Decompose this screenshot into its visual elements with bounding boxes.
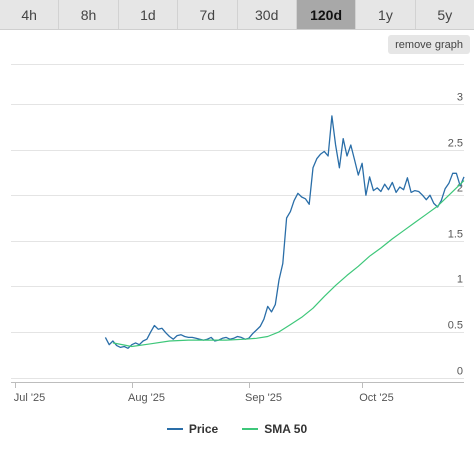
y-tick-label: 1.5 bbox=[448, 229, 463, 241]
legend-label-price: Price bbox=[188, 422, 219, 436]
y-tick-label: 1 bbox=[457, 274, 463, 286]
tab-4h[interactable]: 4h bbox=[0, 0, 60, 29]
remove-graph-button[interactable]: remove graph bbox=[388, 35, 470, 54]
x-tick-label: Oct '25 bbox=[359, 392, 394, 404]
sma-50-line bbox=[112, 180, 465, 348]
legend-item-sma[interactable]: SMA 50 bbox=[242, 422, 307, 436]
tab-8h[interactable]: 8h bbox=[59, 0, 119, 29]
tab-7d[interactable]: 7d bbox=[178, 0, 238, 29]
tab-1d[interactable]: 1d bbox=[119, 0, 179, 29]
x-tick-label: Aug '25 bbox=[128, 392, 165, 404]
price-line bbox=[104, 115, 465, 349]
y-tick-label: 3 bbox=[457, 92, 463, 104]
legend-swatch-sma bbox=[242, 428, 259, 430]
tab-30d[interactable]: 30d bbox=[238, 0, 297, 29]
tab-5y[interactable]: 5y bbox=[437, 6, 453, 23]
x-tick-label: Sep '25 bbox=[245, 392, 282, 404]
grid bbox=[11, 64, 464, 379]
y-tick-label: 0 bbox=[457, 366, 463, 378]
y-tick-label: 2 bbox=[457, 183, 463, 195]
legend-label-sma: SMA 50 bbox=[264, 422, 308, 436]
timeframe-tabs: 4h 8h 1d 7d 30d 120d 1y 5y bbox=[0, 0, 474, 30]
y-tick-label: 0.5 bbox=[448, 320, 463, 332]
y-tick-label: 2.5 bbox=[448, 138, 463, 150]
legend-item-price[interactable]: Price bbox=[166, 422, 219, 436]
legend: Price SMA 50 bbox=[0, 420, 474, 438]
legend-swatch-price bbox=[166, 428, 183, 430]
tab-1y[interactable]: 1y bbox=[356, 0, 416, 29]
axes: 0 0.5 1 1.5 2 2.5 3 Jul '25 Aug '25 Sep '25 Oct '2… bbox=[11, 92, 464, 404]
tab-120d[interactable]: 120d bbox=[296, 0, 357, 29]
x-tick-label: Jul '25 bbox=[14, 392, 45, 404]
series bbox=[104, 115, 465, 349]
